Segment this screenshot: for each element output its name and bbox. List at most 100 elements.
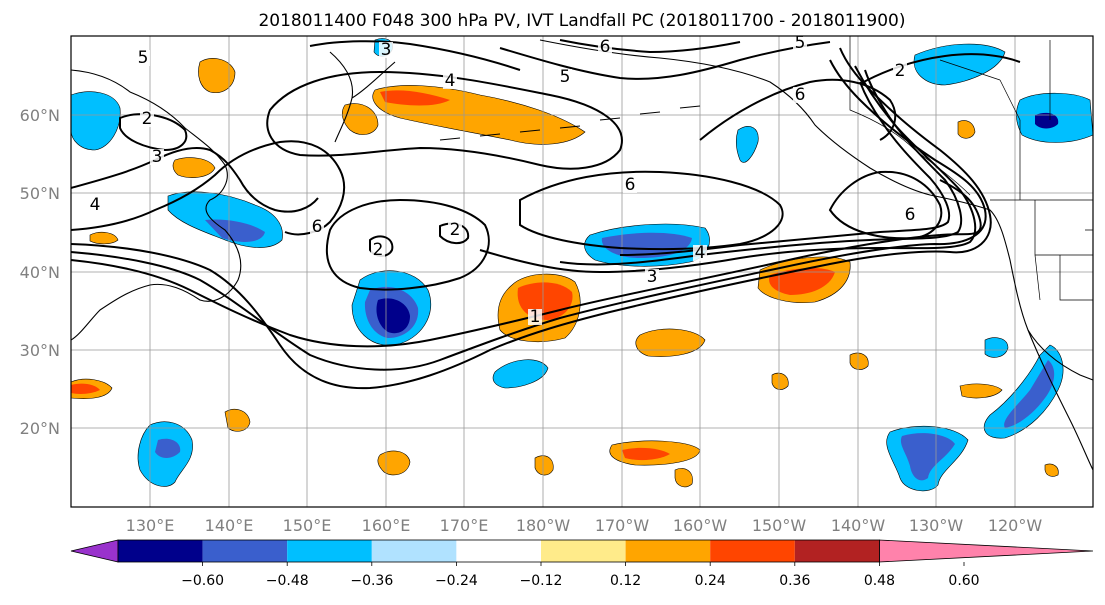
figure-title: 2018011400 F048 300 hPa PV, IVT Landfall… <box>258 11 905 31</box>
latitude-label: 40°N <box>20 263 60 282</box>
latitude-label: 50°N <box>20 184 60 203</box>
contour-label: 4 <box>445 71 456 91</box>
contour-label: 2 <box>895 61 906 81</box>
contour-label: 2 <box>142 109 153 129</box>
contour-label: 1 <box>530 307 541 327</box>
contour-label: 6 <box>905 205 916 225</box>
longitude-label: 120°W <box>988 516 1043 535</box>
colorbar-tick-label: 0.24 <box>695 573 726 589</box>
neg-anomaly-california-core <box>1004 360 1055 428</box>
neg-anomaly-west-pacific-core <box>205 219 265 242</box>
contour-label-bg <box>598 39 612 55</box>
pos-anomaly-small-4 <box>224 409 251 432</box>
contour-label: 2 <box>450 220 461 240</box>
longitude-label: 170°W <box>595 516 650 535</box>
colorbar-segment <box>287 540 372 562</box>
pos-anomaly-small-2 <box>172 157 216 178</box>
contour-labels: 5 3 6 5 4 5 2 6 6 2 3 4 6 2 2 4 3 1 6 <box>88 33 917 327</box>
contour-label-bg <box>903 207 917 223</box>
colorbar-tick-label: 0.36 <box>779 573 810 589</box>
contour-label-bg <box>623 177 637 193</box>
pos-anomaly-small-7 <box>534 455 554 476</box>
colorbar-tick-label: −0.36 <box>350 573 393 589</box>
pos-anomaly-east-core <box>769 268 835 295</box>
shaded-anomalies <box>70 38 1094 492</box>
colorbar-segment <box>456 540 541 562</box>
pos-anomaly-small-9 <box>771 372 789 390</box>
pv-contour-central-low <box>325 198 490 291</box>
contour-label-bg <box>136 50 150 66</box>
pv-contour-east-6 <box>699 78 897 141</box>
map-panel: 5 3 6 5 4 5 2 6 6 2 3 4 6 2 2 4 3 1 6 <box>70 33 1094 508</box>
colorbar-tick-label: −0.60 <box>181 573 224 589</box>
pv-contours <box>70 39 1021 390</box>
colorbar-segment <box>625 540 711 562</box>
neg-anomaly-east-central-core <box>601 232 692 258</box>
colorbar-tick-labels: −0.60 −0.48 −0.36 −0.24 −0.12 0.12 0.24 0.36 0.4… <box>181 562 980 589</box>
longitude-label: 140°W <box>831 516 886 535</box>
pv-contour-north-2 <box>859 53 1021 85</box>
neg-anomaly-small-3 <box>984 337 1009 358</box>
longitude-label: 130°E <box>126 516 175 535</box>
contour-label: 6 <box>625 175 636 195</box>
neg-anomaly-south-east-core <box>900 433 955 481</box>
contour-label-bg <box>793 87 807 103</box>
contour-label-bg <box>528 309 542 325</box>
contour-label: 3 <box>647 267 658 287</box>
neg-anomaly-small-2 <box>735 126 759 163</box>
colorbar-extend-max <box>879 539 1094 563</box>
pv-contour-5 <box>559 69 963 266</box>
coastline-alaska <box>539 39 1094 381</box>
contour-label-bg <box>645 269 659 285</box>
coastline-mexico <box>1027 329 1094 471</box>
colorbar-tick-label: 0.48 <box>864 573 895 589</box>
pos-anomaly-small-5 <box>959 383 1003 399</box>
pos-anomaly-north-pacific-core <box>380 90 450 106</box>
colorbar-segment <box>118 540 203 562</box>
colorbar-segment <box>371 540 457 562</box>
contour-label-bg <box>140 111 154 127</box>
contour-label-bg <box>893 63 907 79</box>
latitude-label: 30°N <box>20 341 60 360</box>
pos-anomaly-south-central-core <box>622 447 670 461</box>
pos-anomaly-small-6 <box>957 120 976 139</box>
colorbar-extend-min <box>70 539 119 563</box>
longitude-label: 140°E <box>205 516 254 535</box>
contour-label: 2 <box>373 240 384 260</box>
contour-label: 6 <box>312 217 323 237</box>
colorbar-outline <box>117 539 880 563</box>
colorbar-segment <box>710 540 795 562</box>
contour-label: 6 <box>600 37 611 57</box>
contour-label-bg <box>379 42 393 58</box>
contour-label-bg <box>558 69 572 85</box>
colorbar-tick-label: 0.60 <box>948 573 979 589</box>
pv-contour-3 <box>70 47 992 390</box>
pos-anomaly-west-far-core <box>71 383 100 394</box>
colorbar-tick-label: −0.48 <box>266 573 309 589</box>
longitude-label: 170°E <box>440 516 489 535</box>
longitude-label: 180°W <box>516 516 571 535</box>
pv-contour-gulf-6 <box>828 170 943 240</box>
longitude-labels: 130°E 140°E 150°E 160°E 170°E 180°W 170°W 160°W… <box>126 516 1043 535</box>
pv-contour-west-2 <box>70 147 319 213</box>
contour-label: 4 <box>90 195 101 215</box>
contour-label-bg <box>448 222 462 238</box>
longitude-label: 150°W <box>752 516 807 535</box>
contour-label: 6 <box>795 85 806 105</box>
longitude-label: 130°W <box>909 516 964 535</box>
colorbar-tick-label: −0.12 <box>520 573 563 589</box>
latitude-label: 60°N <box>20 106 60 125</box>
pos-anomaly-small-11 <box>1044 463 1059 477</box>
neg-anomaly-japan <box>70 91 121 151</box>
pv-contour-north-3 <box>309 40 521 71</box>
contour-label-bg <box>150 149 164 165</box>
contour-label-bg <box>443 73 457 89</box>
pos-anomaly-north-pacific-west <box>341 103 379 135</box>
contour-label: 5 <box>138 48 149 68</box>
longitude-label: 160°W <box>673 516 728 535</box>
colorbar-segment <box>202 540 288 562</box>
colorbar-segment <box>794 540 880 562</box>
pv-contour-north-5 <box>499 41 831 80</box>
